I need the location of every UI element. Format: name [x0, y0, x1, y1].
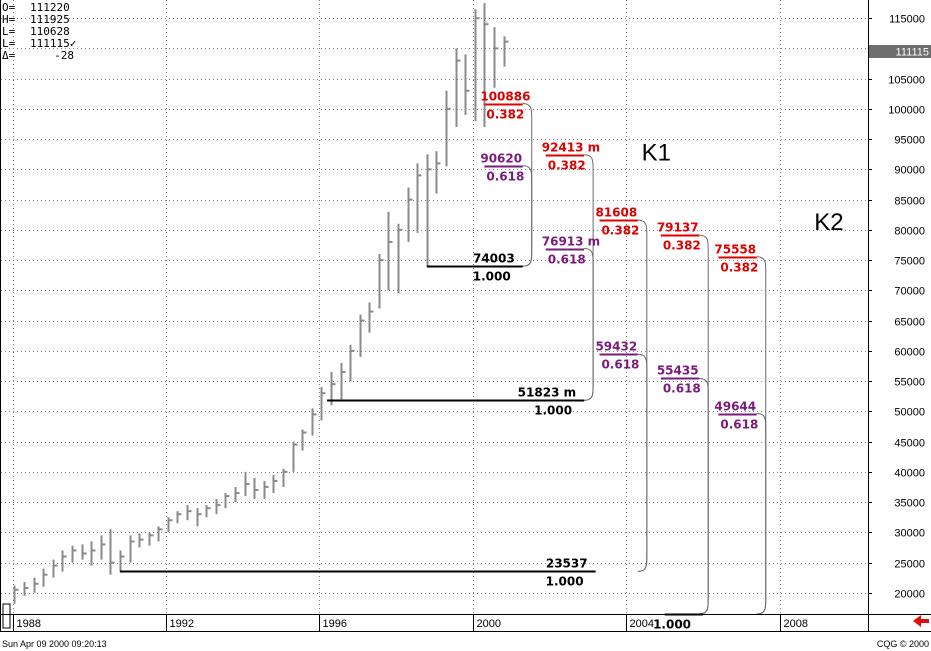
last-price-badge: 111115 [869, 45, 931, 59]
target-level-ratio: 0.618 [720, 418, 758, 432]
target-level-ratio: 0.618 [663, 382, 701, 396]
target-level-ratio: 0.382 [486, 108, 524, 122]
projection-connector [637, 353, 648, 572]
readout-change-value: -28 [54, 49, 74, 62]
projection-connector [522, 165, 533, 267]
x-tick-label: 1988 [17, 618, 41, 630]
y-tick-label: 100000 [888, 105, 925, 117]
projection-connector [584, 248, 594, 401]
scroll-thumb[interactable] [2, 603, 11, 629]
target-level-value: 59432 [595, 340, 637, 354]
target-level-value: 76913 m [542, 235, 600, 249]
target-level-value: 90620 [480, 152, 522, 166]
ohlc-readout: O= 111220 H= 111925 L= 110628 L= 111115✓… [2, 1, 76, 62]
y-tick-label: 80000 [894, 226, 925, 238]
target-level-value: 49644 [714, 400, 756, 414]
y-tick-label: 20000 [894, 589, 925, 601]
x-tick-label: 1996 [323, 618, 347, 630]
y-tick-label: 60000 [894, 347, 925, 359]
target-level-value: 92413 m [542, 141, 600, 155]
red-left-arrow-icon[interactable] [913, 615, 929, 627]
base-line-value: 23537 [546, 557, 588, 571]
readout-high-value: 111925 [30, 13, 70, 26]
price-bars [13, 3, 509, 604]
y-tick-label: 25000 [894, 559, 925, 571]
status-vendor: CQG © 2000 [877, 639, 929, 649]
target-level-value: 79137 [657, 221, 699, 235]
target-level-value: 75558 [714, 243, 756, 257]
last-price-badge-bg [869, 45, 931, 58]
grid [1, 0, 868, 614]
base-line-ratio: 1.000 [534, 404, 572, 418]
projection-levels: 74003 1.000 51823 m 1.000 23537 1.000 1.000 100… [119, 90, 767, 632]
readout-change-label: Δ= [2, 49, 16, 62]
status-timestamp: Sun Apr 09 2000 09:20:13 [2, 639, 107, 649]
y-tick-label: 105000 [888, 75, 925, 87]
target-level-ratio: 0.382 [548, 159, 586, 173]
x-tick-label: 1992 [170, 618, 194, 630]
y-tick-label: 65000 [894, 317, 925, 329]
projection-connector [756, 413, 767, 615]
time-axis: 1988 1992 1996 2000 2004 2008 [13, 614, 808, 631]
price-axis: 20000 25000 30000 35000 40000 45000 50000 55000… [868, 14, 925, 601]
base-line-value: 51823 m [518, 386, 576, 400]
y-tick-label: 70000 [894, 286, 925, 298]
target-level-value: 55435 [657, 364, 699, 378]
annotation-label: K1 [642, 139, 671, 166]
target-level-ratio: 0.382 [663, 239, 701, 253]
annotation-label: K2 [814, 209, 843, 236]
target-level-ratio: 0.618 [486, 170, 524, 184]
base-line-ratio: 1.000 [653, 618, 691, 632]
base-line-ratio: 1.000 [473, 270, 511, 284]
readout-last-label: L= [2, 37, 16, 50]
projection-connector [699, 377, 709, 615]
target-level-value: 100886 [480, 90, 530, 104]
y-tick-label: 90000 [894, 165, 925, 177]
y-tick-label: 40000 [894, 468, 925, 480]
y-tick-label: 30000 [894, 528, 925, 540]
readout-last-value: 111115✓ [30, 37, 76, 50]
readout-low-value: 110628 [30, 25, 70, 38]
base-line-ratio: 1.000 [546, 575, 584, 589]
target-level-value: 81608 [595, 206, 637, 220]
readout-high-label: H= [2, 13, 16, 26]
y-tick-label: 85000 [894, 196, 925, 208]
x-tick-label: 2008 [784, 618, 808, 630]
y-tick-label: 50000 [894, 407, 925, 419]
target-level-ratio: 0.382 [601, 224, 639, 238]
y-tick-label: 55000 [894, 377, 925, 389]
y-tick-label: 35000 [894, 498, 925, 510]
x-tick-label: 2004 [630, 618, 654, 630]
readout-open-value: 111220 [30, 1, 70, 14]
x-tick-label: 2000 [477, 618, 501, 630]
readout-low-label: L= [2, 25, 16, 38]
last-price-badge-text: 111115 [896, 47, 929, 59]
base-line-value: 74003 [473, 252, 515, 266]
target-level-ratio: 0.618 [601, 358, 639, 372]
y-tick-label: 115000 [889, 14, 925, 26]
target-level-ratio: 0.618 [548, 253, 586, 267]
y-tick-label: 45000 [894, 438, 925, 450]
y-tick-label: 95000 [894, 135, 925, 147]
readout-open-label: O= [2, 1, 16, 14]
annotations: K1 K2 [642, 139, 844, 236]
y-tick-label: 75000 [894, 256, 925, 268]
target-level-ratio: 0.382 [720, 261, 758, 275]
